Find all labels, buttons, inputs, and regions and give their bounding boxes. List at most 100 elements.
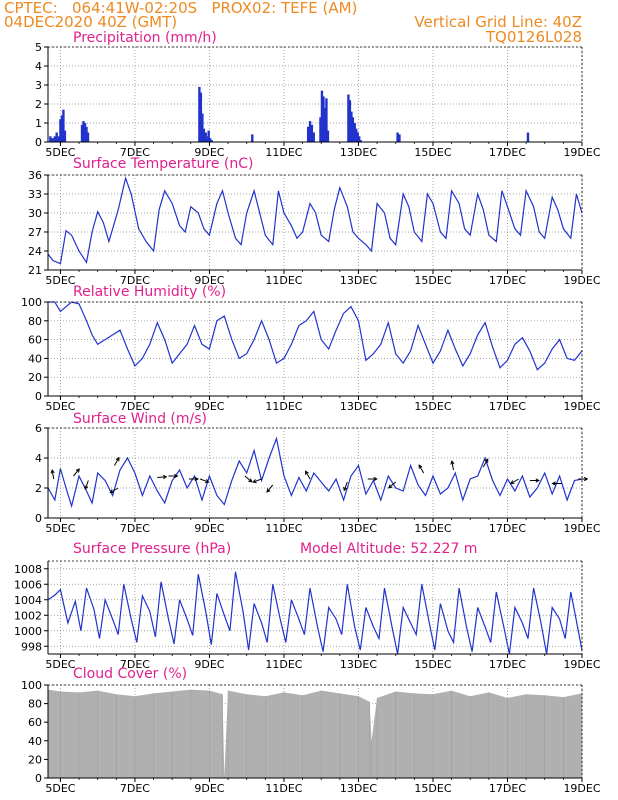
header-grid-info: Vertical Grid Line: 40Z bbox=[414, 13, 582, 31]
wind-xtick-label: 17DEC bbox=[489, 522, 526, 535]
pres-xtick-label: 19DEC bbox=[563, 658, 600, 671]
rh-ytick-label: 100 bbox=[21, 296, 42, 309]
cloud-xtick-label: 7DEC bbox=[120, 782, 150, 795]
precip-bar bbox=[326, 130, 330, 142]
rh-xtick-label: 17DEC bbox=[489, 400, 526, 413]
temp-xtick-label: 11DEC bbox=[265, 274, 302, 287]
precip-bar bbox=[51, 138, 54, 142]
cloud-xtick-label: 11DEC bbox=[265, 782, 302, 795]
wind-arrow-shaft bbox=[343, 481, 348, 491]
pres-xtick-label: 9DEC bbox=[194, 658, 224, 671]
cloud-xtick-label: 9DEC bbox=[194, 782, 224, 795]
wind-arrow-head bbox=[115, 456, 120, 462]
precip-bar bbox=[207, 130, 210, 142]
precip-bar bbox=[208, 138, 212, 142]
cloud-ytick-label: 20 bbox=[28, 753, 42, 766]
rh-ytick-label: 40 bbox=[28, 352, 42, 365]
header-date: 04DEC2020 40Z (GMT) bbox=[4, 13, 178, 31]
pres-xtick-label: 5DEC bbox=[45, 658, 75, 671]
precip-bar bbox=[82, 121, 85, 142]
precip-bar bbox=[320, 90, 324, 142]
precip-bar bbox=[85, 126, 88, 142]
precip-bar bbox=[306, 126, 310, 142]
wind-arrow-head bbox=[75, 468, 80, 473]
precip-bar bbox=[204, 132, 207, 142]
precip-ytick-label: 2 bbox=[35, 98, 42, 111]
wind-arrow-shaft bbox=[266, 484, 274, 493]
header-line1: CPTEC: 064:41W-02:20S PROX02: TEFE (AM) bbox=[4, 0, 358, 17]
precip-bar bbox=[198, 86, 201, 142]
rh-ytick-label: 20 bbox=[28, 371, 42, 384]
rh-xtick-label: 7DEC bbox=[120, 400, 150, 413]
precip-bar bbox=[210, 140, 213, 142]
precip-bar bbox=[323, 107, 327, 142]
temp-series-line bbox=[47, 176, 583, 265]
precip-bar bbox=[201, 113, 204, 142]
wind-arrow-head bbox=[84, 485, 89, 490]
wind-xtick-label: 19DEC bbox=[563, 522, 600, 535]
precip-xtick-label: 19DEC bbox=[563, 146, 600, 159]
precip-xtick-label: 7DEC bbox=[120, 146, 150, 159]
wind-arrow-head bbox=[205, 479, 210, 484]
wind-arrow-head bbox=[252, 479, 257, 484]
temp-ytick-label: 30 bbox=[28, 207, 42, 220]
precip-ytick-label: 4 bbox=[35, 60, 42, 73]
pres-ytick-label: 1008 bbox=[14, 563, 42, 576]
cloud-xtick-label: 17DEC bbox=[489, 782, 526, 795]
wind-arrow-head bbox=[248, 478, 253, 483]
wind-arrow-head bbox=[551, 481, 556, 486]
precip-bar bbox=[348, 100, 352, 142]
precip-xtick-label: 13DEC bbox=[340, 146, 377, 159]
wind-arrow-head bbox=[109, 489, 114, 494]
precip-bar bbox=[359, 140, 362, 142]
pres-ytick-label: 1000 bbox=[14, 625, 42, 638]
wind-arrow-head bbox=[418, 464, 423, 469]
precip-ytick-label: 3 bbox=[35, 79, 42, 92]
rh-xtick-label: 19DEC bbox=[563, 400, 600, 413]
temp-xtick-label: 15DEC bbox=[414, 274, 451, 287]
precip-bar bbox=[206, 136, 209, 142]
precip-bar bbox=[358, 136, 361, 142]
precip-bar bbox=[63, 130, 67, 142]
wind-arrow-shaft bbox=[451, 461, 454, 471]
precip-bar bbox=[199, 92, 203, 142]
pres-ytick-label: 998 bbox=[21, 640, 42, 653]
cloud-xtick-label: 19DEC bbox=[563, 782, 600, 795]
wind-arrow-shaft bbox=[388, 481, 397, 489]
wind-arrow-head bbox=[450, 460, 455, 465]
wind-arrow-head bbox=[388, 484, 393, 489]
precip-xtick-label: 9DEC bbox=[194, 146, 224, 159]
cloud-ytick-label: 60 bbox=[28, 716, 42, 729]
wind-arrow-shaft bbox=[51, 470, 55, 480]
precip-xtick-label: 15DEC bbox=[414, 146, 451, 159]
pres-ytick-label: 1002 bbox=[14, 609, 42, 622]
pres-xtick-label: 15DEC bbox=[414, 658, 451, 671]
precip-bar bbox=[322, 96, 325, 142]
wind-arrow-head bbox=[484, 458, 489, 463]
precip-bar bbox=[60, 115, 64, 142]
precip-ytick-label: 1 bbox=[35, 117, 42, 130]
pres-series-line bbox=[47, 571, 583, 655]
wind-ytick-label: 6 bbox=[35, 422, 42, 435]
temp-ytick-label: 33 bbox=[28, 188, 42, 201]
precip-bar bbox=[347, 94, 350, 142]
wind-arrow-head bbox=[583, 476, 589, 482]
precip-bar bbox=[308, 121, 312, 142]
cloud-area bbox=[48, 689, 583, 778]
precip-bar bbox=[398, 134, 401, 142]
cloud-xtick-label: 15DEC bbox=[414, 782, 451, 795]
wind-ytick-label: 0 bbox=[35, 512, 42, 525]
cloud-ytick-label: 80 bbox=[28, 698, 42, 711]
wind-arrow-shaft bbox=[252, 478, 262, 483]
wind-arrow-shaft bbox=[73, 468, 80, 477]
precip-bar bbox=[310, 124, 314, 142]
wind-xtick-label: 11DEC bbox=[265, 522, 302, 535]
precip-xtick-label: 11DEC bbox=[265, 146, 302, 159]
rh-xtick-label: 5DEC bbox=[45, 400, 75, 413]
precip-bar bbox=[351, 117, 355, 142]
wind-arrow-head bbox=[266, 488, 271, 493]
cloud-ytick-label: 100 bbox=[21, 679, 42, 692]
wind-arrow-head bbox=[509, 480, 515, 485]
precip-ytick-label: 5 bbox=[35, 41, 42, 54]
rh-ytick-label: 60 bbox=[28, 334, 42, 347]
